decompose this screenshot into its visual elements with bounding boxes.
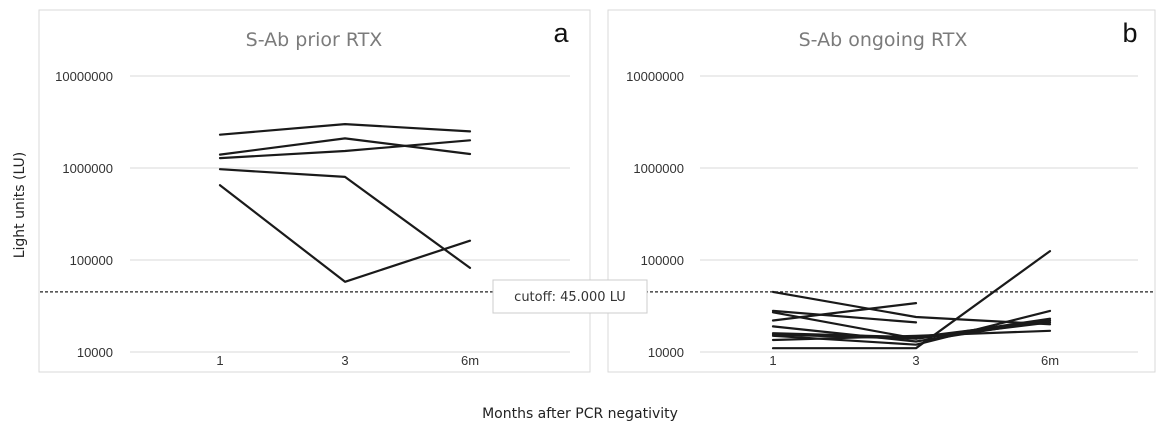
x-tick-label: 1 [769,353,776,368]
x-tick-label: 6m [1041,353,1059,368]
panel-b-frame [607,9,1156,373]
cutoff-label-box: cutoff: 45.000 LU [492,279,648,314]
y-axis-label: Light units (LU) [12,152,28,259]
y-tick-label: 1000000 [633,161,684,176]
x-tick-label: 3 [912,353,919,368]
y-tick-label: 10000 [648,345,684,360]
panel-b-letter: b [1122,18,1137,48]
panel-b-title: S-Ab ongoing RTX [799,29,968,51]
cutoff-box [492,279,648,314]
series-line [218,137,472,156]
y-tick-label: 100000 [70,253,113,268]
y-tick-label: 100000 [641,253,684,268]
panel-b-series [771,250,1052,350]
panel-a-letter: a [553,18,569,48]
x-tick-label: 1 [216,353,223,368]
series-line [771,309,918,324]
panel-a-title: S-Ab prior RTX [246,29,383,51]
series-line [771,250,1052,350]
y-tick-label: 10000000 [55,69,113,84]
series-line [218,122,472,136]
series-line [218,139,472,160]
series-line [771,319,1052,343]
x-axis-label: Months after PCR negativity [482,406,678,422]
panel-b-y-ticks: 10000 100000 1000000 10000000 [626,69,684,360]
series-line [218,168,472,269]
y-tick-label: 1000000 [62,161,113,176]
y-tick-label: 10000000 [626,69,684,84]
x-tick-label: 3 [341,353,348,368]
series-line [771,302,918,322]
y-tick-label: 10000 [77,345,113,360]
panel-b-gridlines [700,75,1138,353]
series-line [771,317,1052,340]
panel-a-series [218,122,472,283]
panel-a-y-ticks: 10000 100000 1000000 10000000 [55,69,113,360]
x-tick-label: 6m [461,353,479,368]
panel-a-frame [38,9,591,373]
panel-a: 10000 100000 1000000 10000000 1 3 6m S-Ab pri… [38,9,591,373]
panel-b: 10000 100000 1000000 10000000 1 3 6m S-Ab ong… [607,9,1156,373]
panel-b-x-ticks: 1 3 6m [769,353,1059,368]
series-line [771,329,1052,342]
series-line [218,184,472,283]
panel-a-x-ticks: 1 3 6m [216,353,479,368]
cutoff-label: cutoff: 45.000 LU [514,290,626,305]
panel-a-gridlines [130,75,570,353]
